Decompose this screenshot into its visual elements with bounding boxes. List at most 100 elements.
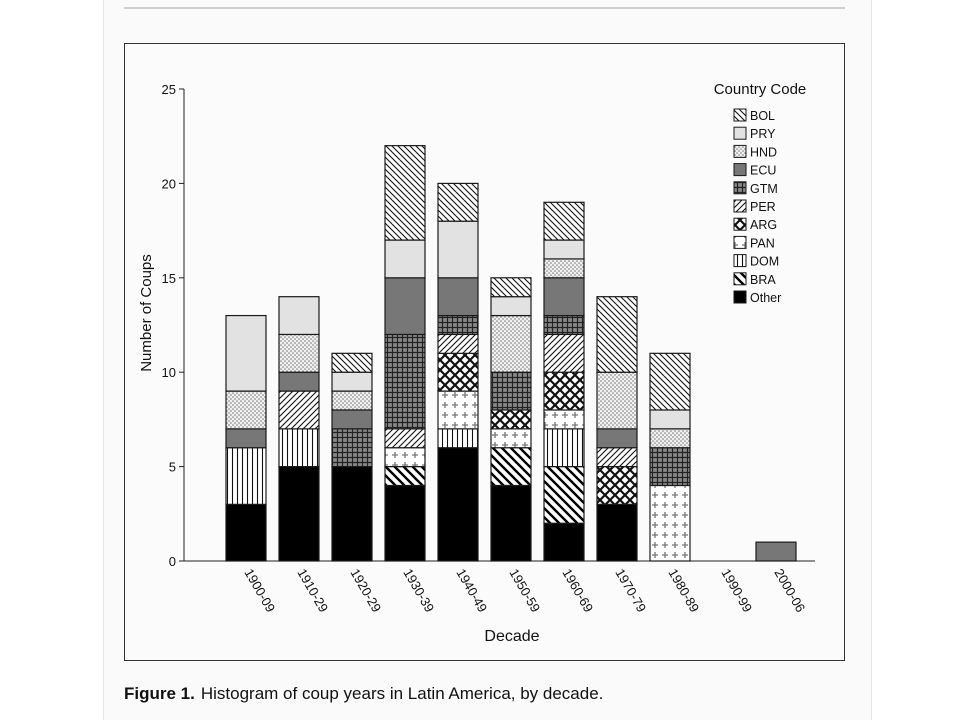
bar-segment-pan-1980-89 — [649, 484, 691, 562]
bar-segment-other-1950-59 — [490, 484, 532, 562]
legend-label-other: Other — [750, 291, 781, 305]
x-tick-labels: 1900-09 1910-29 1920-29 1930-39 1940-49 1950-… — [241, 566, 808, 615]
bar-segment-pry-1940-49 — [437, 220, 479, 279]
bar-segment-other-1930-39 — [384, 484, 426, 562]
bar-segment-bol-1960-69 — [543, 201, 585, 241]
bar-segment-bra-1960-69 — [543, 466, 585, 524]
legend-swatch-per — [733, 199, 747, 213]
legend-swatch-pan — [733, 235, 747, 249]
bar-segment-ecu-1910-29 — [278, 371, 320, 392]
legend-swatch-gtm — [733, 181, 747, 195]
bar-segment-hnd-1950-59 — [490, 314, 532, 373]
bar-segment-bol-1930-39 — [384, 145, 426, 241]
legend-label-dom: DOM — [750, 255, 779, 269]
bar-segment-other-1940-49 — [437, 447, 479, 562]
bar-segment-pan-1940-49 — [437, 390, 479, 430]
bar-segment-hnd-1900-09 — [225, 390, 267, 430]
x-tick-label: 2000-06 — [771, 566, 808, 615]
x-tick-label: 1960-69 — [559, 566, 596, 615]
bar-segment-ecu-1960-69 — [543, 277, 585, 317]
legend-label-per: PER — [750, 200, 776, 214]
y-tick-label: 5 — [169, 460, 176, 475]
legend-swatch-pry — [733, 126, 747, 140]
bar-segment-ecu-1930-39 — [384, 277, 426, 336]
bar-segment-pan-1960-69 — [543, 409, 585, 430]
legend-swatch-dom — [733, 254, 747, 268]
bar-segment-bol-1950-59 — [490, 277, 532, 298]
bar-segment-ecu-1900-09 — [225, 428, 267, 449]
x-tick-label: 1920-29 — [347, 566, 384, 615]
y-tick-label: 20 — [162, 176, 176, 191]
x-tick-label: 1970-79 — [612, 566, 649, 615]
legend-swatch-arg — [733, 217, 747, 231]
bar-segment-dom-1900-09 — [225, 447, 267, 505]
legend-label-ecu: ECU — [750, 164, 776, 178]
bar-segment-bra-1950-59 — [490, 447, 532, 487]
legend-label-arg: ARG — [750, 218, 777, 232]
x-tick-label: 1910-29 — [294, 566, 331, 615]
bar-segment-bol-1970-79 — [596, 296, 638, 373]
bar-segment-per-1910-29 — [278, 390, 320, 430]
bar-segment-pry-1910-29 — [278, 296, 320, 336]
bar-segment-pry-1980-89 — [649, 409, 691, 430]
legend-label-bra: BRA — [750, 273, 776, 287]
x-axis-title: Decade — [484, 628, 539, 645]
bar-segment-pry-1950-59 — [490, 296, 532, 317]
y-tick-label: 0 — [169, 554, 176, 569]
legend-swatch-other — [733, 290, 747, 304]
legend-label-hnd: HND — [750, 145, 777, 159]
bar-segment-arg-1950-59 — [490, 409, 532, 430]
bar-segment-gtm-1920-29 — [331, 428, 373, 468]
bar-segment-pry-1960-69 — [543, 239, 585, 260]
legend-label-gtm: GTM — [750, 182, 778, 196]
bar-segment-dom-1910-29 — [278, 428, 320, 468]
bar-segment-hnd-1980-89 — [649, 428, 691, 449]
x-tick-label: 1980-89 — [665, 566, 702, 615]
bar-segment-per-1970-79 — [596, 447, 638, 468]
legend-swatch-bra — [733, 272, 747, 286]
bar-segment-gtm-1950-59 — [490, 371, 532, 411]
bar-segment-bol-1980-89 — [649, 352, 691, 411]
bar-segment-arg-1940-49 — [437, 352, 479, 392]
bar-segment-gtm-1940-49 — [437, 314, 479, 336]
legend-label-pan: PAN — [750, 236, 775, 250]
bar-segment-arg-1960-69 — [543, 371, 585, 411]
top-rule — [124, 7, 845, 9]
bar-segment-other-1970-79 — [596, 503, 638, 562]
bar-segment-dom-1940-49 — [437, 428, 479, 449]
legend-title: Country Code — [714, 81, 807, 98]
bar-segment-gtm-1960-69 — [543, 314, 585, 336]
bar-segment-hnd-1920-29 — [331, 390, 373, 411]
bar-segment-arg-1970-79 — [596, 466, 638, 505]
bar-segment-pan-1950-59 — [490, 428, 532, 449]
bar-segment-ecu-1970-79 — [596, 428, 638, 449]
bar-segment-bra-1930-39 — [384, 466, 426, 487]
bar-segment-ecu-1940-49 — [437, 277, 479, 317]
bar-segment-per-1960-69 — [543, 333, 585, 373]
legend-label-bol: BOL — [750, 109, 775, 123]
figure-caption: Figure 1. Histogram of coup years in Lati… — [124, 684, 603, 704]
bar-segment-hnd-1910-29 — [278, 333, 320, 373]
bar-segment-per-1930-39 — [384, 428, 426, 449]
bar-segment-hnd-1970-79 — [596, 371, 638, 430]
figure-caption-text: Histogram of coup years in Latin America… — [200, 684, 604, 703]
x-tick-label: 1940-49 — [453, 566, 490, 615]
legend-swatch-bol — [733, 108, 747, 122]
y-ticks: 0 5 10 15 20 25 — [162, 82, 184, 569]
bars — [225, 145, 797, 562]
legend: Country Code BOL PRY HND ECU GTM PER ARG PAN DOM… — [714, 81, 807, 305]
bar-segment-bol-1940-49 — [437, 182, 479, 222]
bar-segment-pan-1930-39 — [384, 447, 426, 468]
x-tick-label: 1950-59 — [506, 566, 543, 615]
y-axis-title: Number of Coups — [138, 254, 155, 372]
bar-segment-dom-1960-69 — [543, 428, 585, 468]
bar-segment-other-1910-29 — [278, 466, 320, 562]
bar-segment-gtm-1930-39 — [384, 333, 426, 430]
bar-segment-per-1940-49 — [437, 333, 479, 354]
y-tick-label: 25 — [162, 82, 176, 97]
legend-swatch-hnd — [733, 144, 747, 158]
legend-label-pry: PRY — [750, 127, 776, 141]
x-tick-label: 1900-09 — [241, 566, 278, 615]
bar-segment-pry-1900-09 — [225, 314, 267, 392]
